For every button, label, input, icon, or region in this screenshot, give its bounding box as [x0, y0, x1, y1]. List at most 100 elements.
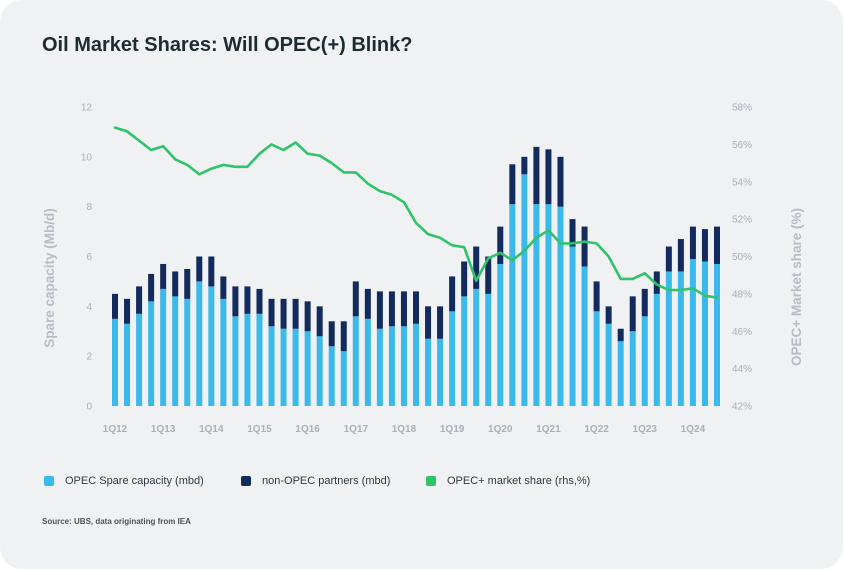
- bar-opec-2Q16: [316, 336, 323, 406]
- bar-non-opec-1Q16: [304, 301, 311, 332]
- bar-opec-2Q18: [413, 323, 419, 406]
- bar-non-opec-2Q22: [605, 306, 612, 324]
- bar-non-opec-1Q20: [497, 226, 504, 264]
- legend-item-opec: OPEC Spare capacity (mbd): [44, 475, 204, 487]
- legend-item-share: OPEC+ market share (rhs,%): [426, 475, 590, 487]
- bar-non-opec-4Q21: [581, 226, 588, 267]
- bar-opec-3Q20: [521, 174, 528, 406]
- bar-opec-4Q17: [388, 326, 395, 406]
- bar-opec-2Q13: [172, 296, 179, 406]
- x-tick-label: 1Q24: [681, 424, 706, 435]
- bar-non-opec-1Q22: [593, 281, 600, 312]
- bar-opec-4Q22: [629, 331, 636, 406]
- right-axis-title: OPEC+ Market share (%): [789, 208, 804, 366]
- bar-opec-4Q18: [437, 338, 444, 406]
- y2-tick-label: 44%: [732, 364, 752, 375]
- bar-opec-4Q13: [196, 281, 203, 406]
- bar-non-opec-3Q24: [714, 226, 720, 264]
- bar-non-opec-4Q22: [629, 296, 636, 332]
- x-tick-label: 1Q19: [440, 424, 465, 435]
- chart-title: Oil Market Shares: Will OPEC(+) Blink?: [42, 34, 413, 56]
- bar-non-opec-1Q19: [449, 276, 456, 312]
- bar-non-opec-3Q20: [521, 156, 528, 175]
- bar-opec-2Q14: [220, 298, 227, 406]
- bar-non-opec-3Q21: [569, 219, 576, 247]
- bar-opec-2Q15: [268, 326, 275, 406]
- bar-non-opec-3Q23: [665, 246, 672, 272]
- bar-non-opec-2Q15: [268, 298, 275, 327]
- bar-opec-4Q15: [292, 328, 299, 406]
- bar-non-opec-4Q15: [292, 298, 299, 329]
- bar-opec-1Q20: [497, 263, 504, 406]
- bar-opec-1Q14: [208, 286, 215, 406]
- bar-non-opec-4Q14: [244, 286, 251, 314]
- chart-plot: 0 2 4 6 8 10 12 42% 44% 46% 48% 50% 52% 54% 56% 58% 1Q…: [42, 103, 804, 436]
- bar-opec-3Q24: [714, 263, 720, 406]
- y-tick-label: 8: [86, 202, 92, 213]
- bar-opec-1Q21: [545, 204, 552, 406]
- bar-opec-3Q12: [136, 313, 143, 406]
- bar-non-opec-3Q17: [376, 291, 383, 329]
- square-swatch-icon: [241, 476, 251, 486]
- bar-opec-3Q23: [665, 271, 672, 406]
- bar-opec-4Q14: [244, 313, 251, 406]
- y2-tick-label: 48%: [732, 289, 752, 300]
- square-swatch-icon: [44, 476, 54, 486]
- bar-opec-4Q20: [533, 204, 540, 406]
- bar-opec-4Q21: [581, 266, 588, 406]
- bar-opec-2Q24: [701, 261, 708, 406]
- y2-tick-label: 56%: [732, 140, 752, 151]
- bar-non-opec-1Q17: [352, 281, 359, 317]
- bar-non-opec-4Q19: [485, 256, 492, 294]
- bar-non-opec-4Q16: [340, 321, 347, 352]
- bar-non-opec-2Q21: [557, 156, 564, 207]
- bar-non-opec-3Q18: [425, 306, 432, 339]
- bar-non-opec-4Q23: [677, 239, 684, 272]
- right-axis-ticks: 42% 44% 46% 48% 50% 52% 54% 56% 58%: [732, 103, 752, 413]
- bar-opec-2Q21: [557, 206, 564, 406]
- bar-opec-1Q16: [304, 331, 311, 406]
- bar-opec-1Q12: [112, 318, 118, 406]
- bar-non-opec-2Q20: [509, 164, 516, 205]
- chart-legend: OPEC Spare capacity (mbd) non-OPEC partn…: [44, 475, 644, 493]
- bar-non-opec-4Q18: [437, 306, 444, 339]
- bar-non-opec-2Q17: [364, 288, 371, 319]
- bar-opec-3Q22: [617, 341, 624, 406]
- bar-non-opec-1Q15: [256, 288, 263, 314]
- y2-tick-label: 42%: [732, 402, 752, 413]
- bar-non-opec-2Q18: [413, 291, 419, 324]
- bar-opec-2Q20: [509, 204, 516, 406]
- bar-opec-1Q24: [689, 258, 696, 406]
- bar-opec-2Q12: [124, 323, 131, 406]
- bar-opec-3Q18: [425, 338, 432, 406]
- y-tick-label: 0: [86, 402, 92, 413]
- bar-non-opec-3Q19: [473, 246, 480, 289]
- legend-label: non-OPEC partners (mbd): [262, 475, 391, 487]
- x-tick-label: 1Q23: [633, 424, 658, 435]
- bar-non-opec-2Q13: [172, 271, 179, 297]
- square-swatch-icon: [426, 476, 436, 486]
- bar-non-opec-3Q22: [617, 328, 624, 342]
- y2-tick-label: 52%: [732, 215, 752, 226]
- bar-opec-2Q17: [364, 318, 371, 406]
- y2-tick-label: 54%: [732, 177, 752, 188]
- legend-label: OPEC Spare capacity (mbd): [65, 475, 204, 487]
- bar-opec-4Q23: [677, 271, 684, 406]
- bar-opec-1Q22: [593, 311, 600, 406]
- bar-opec-1Q19: [449, 311, 456, 406]
- bar-non-opec-4Q20: [533, 146, 540, 205]
- bar-non-opec-2Q19: [461, 261, 468, 297]
- bar-non-opec-4Q17: [388, 291, 395, 327]
- bar-non-opec-1Q18: [400, 291, 407, 327]
- legend-item-non-opec: non-OPEC partners (mbd): [241, 475, 390, 487]
- bar-non-opec-1Q21: [545, 149, 552, 205]
- y2-tick-label: 50%: [732, 252, 752, 263]
- bar-non-opec-2Q14: [220, 276, 227, 299]
- bar-opec-4Q12: [148, 301, 155, 406]
- bar-non-opec-2Q16: [316, 306, 323, 337]
- bar-opec-1Q13: [160, 288, 167, 406]
- x-tick-label: 1Q15: [247, 424, 272, 435]
- bar-non-opec-1Q23: [641, 288, 648, 317]
- bar-series-group: [112, 146, 720, 406]
